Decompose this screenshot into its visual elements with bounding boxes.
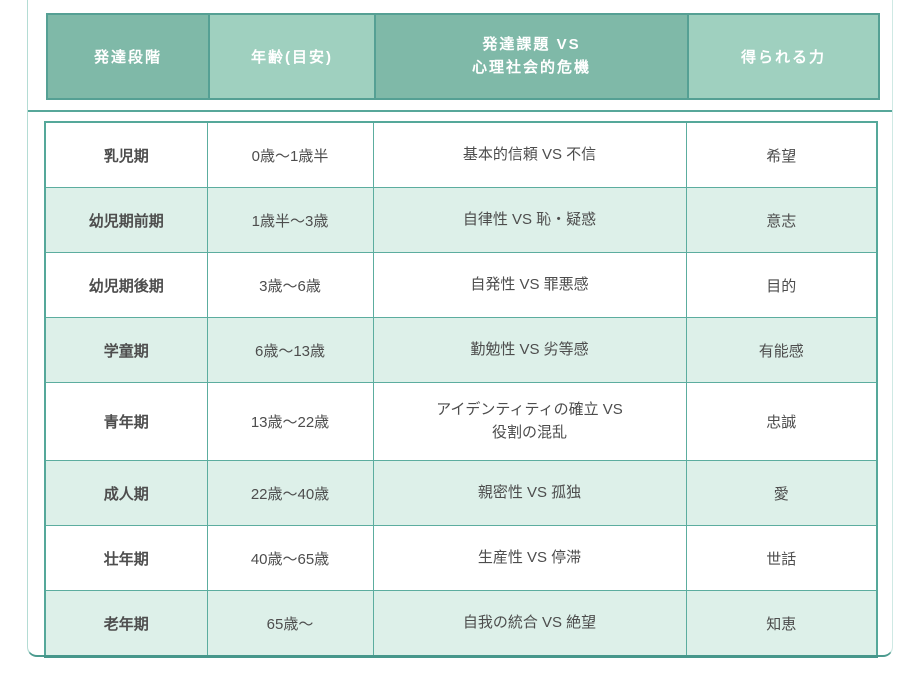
cell-stage: 幼児期前期 (44, 187, 208, 253)
stages-table: 乳児期 0歳〜1歳半 基本的信頼 VS 不信 希望 幼児期前期 1歳半〜3歳 自… (44, 121, 878, 658)
cell-age: 3歳〜6歳 (206, 252, 374, 318)
cell-age: 65歳〜 (206, 590, 374, 657)
header-task-line2: 心理社会的危機 (471, 58, 591, 76)
cell-power: 希望 (685, 121, 878, 188)
cell-stage: 成人期 (44, 460, 208, 526)
header-cell-power: 得られる力 (687, 13, 880, 100)
cell-power: 愛 (685, 460, 878, 526)
cell-task: 自我の統合 VS 絶望 (372, 590, 687, 657)
table-row-old-age: 老年期 65歳〜 自我の統合 VS 絶望 知恵 (44, 590, 878, 657)
task-line: アイデンティティの確立 VS (436, 401, 623, 418)
cell-task: 勤勉性 VS 劣等感 (372, 317, 687, 383)
task-line: 生産性 VS 停滞 (477, 548, 582, 566)
header-cell-age: 年齢(目安) (208, 13, 376, 100)
cell-age: 40歳〜65歳 (206, 525, 374, 591)
cell-stage: 老年期 (44, 590, 208, 657)
table-row-middle-adulthood: 壮年期 40歳〜65歳 生産性 VS 停滞 世話 (44, 525, 878, 591)
table-row-early-childhood: 幼児期前期 1歳半〜3歳 自律性 VS 恥・疑惑 意志 (44, 187, 878, 253)
task-line: 親密性 VS 孤独 (477, 483, 582, 501)
cell-task: 生産性 VS 停滞 (372, 525, 687, 591)
outer-panel: 発達段階 年齢(目安) 発達課題 VS 心理社会的危機 得られる力 乳児期 0歳… (27, 0, 893, 658)
cell-task: 基本的信頼 VS 不信 (372, 121, 687, 188)
cell-power: 目的 (685, 252, 878, 318)
cell-power: 有能感 (685, 317, 878, 383)
table-row-school-age: 学童期 6歳〜13歳 勤勉性 VS 劣等感 有能感 (44, 317, 878, 383)
task-line: 勤勉性 VS 劣等感 (470, 340, 589, 358)
header-cell-stage: 発達段階 (46, 13, 210, 100)
cell-power: 忠誠 (685, 382, 878, 461)
cell-stage: 壮年期 (44, 525, 208, 591)
cell-age: 22歳〜40歳 (206, 460, 374, 526)
table-row-early-adulthood: 成人期 22歳〜40歳 親密性 VS 孤独 愛 (44, 460, 878, 526)
header-task-line1: 発達課題 VS (482, 36, 581, 53)
header-row: 発達段階 年齢(目安) 発達課題 VS 心理社会的危機 得られる力 (46, 13, 880, 100)
task-line: 基本的信頼 VS 不信 (462, 145, 597, 163)
cell-stage: 幼児期後期 (44, 252, 208, 318)
task-line: 自律性 VS 恥・疑惑 (462, 210, 597, 228)
cell-age: 0歳〜1歳半 (206, 121, 374, 188)
cell-task: アイデンティティの確立 VS 役割の混乱 (372, 382, 687, 461)
section-divider (28, 110, 892, 112)
cell-power: 意志 (685, 187, 878, 253)
cell-task: 自発性 VS 罪悪感 (372, 252, 687, 318)
cell-power: 世話 (685, 525, 878, 591)
cell-age: 6歳〜13歳 (206, 317, 374, 383)
cell-task: 自律性 VS 恥・疑惑 (372, 187, 687, 253)
cell-task: 親密性 VS 孤独 (372, 460, 687, 526)
cell-age: 1歳半〜3歳 (206, 187, 374, 253)
cell-stage: 青年期 (44, 382, 208, 461)
header-cell-task: 発達課題 VS 心理社会的危機 (374, 13, 689, 100)
cell-power: 知恵 (685, 590, 878, 657)
cell-age: 13歳〜22歳 (206, 382, 374, 461)
table-row-adolescence: 青年期 13歳〜22歳 アイデンティティの確立 VS 役割の混乱 忠誠 (44, 382, 878, 461)
table-header: 発達段階 年齢(目安) 発達課題 VS 心理社会的危機 得られる力 (46, 13, 880, 100)
cell-stage: 学童期 (44, 317, 208, 383)
task-line: 自我の統合 VS 絶望 (462, 613, 597, 631)
table-row-late-childhood: 幼児期後期 3歳〜6歳 自発性 VS 罪悪感 目的 (44, 252, 878, 318)
task-line2: 役割の混乱 (491, 423, 567, 441)
cell-stage: 乳児期 (44, 121, 208, 188)
task-line: 自発性 VS 罪悪感 (470, 275, 589, 293)
table-row-infancy: 乳児期 0歳〜1歳半 基本的信頼 VS 不信 希望 (44, 121, 878, 188)
